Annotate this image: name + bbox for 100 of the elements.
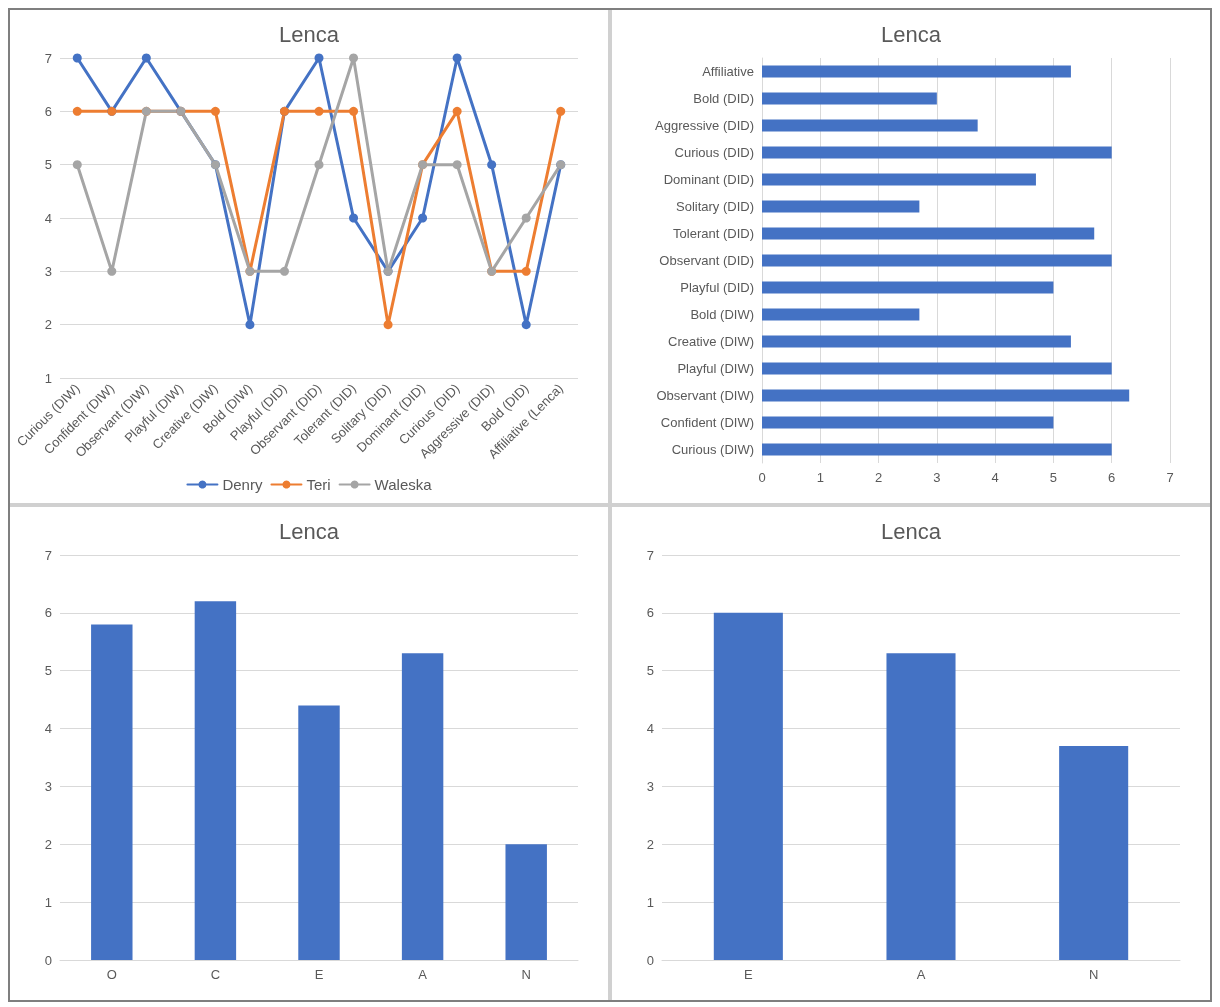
y-tick-label: Aggressive (DID): [655, 118, 754, 133]
y-tick-label: 2: [44, 836, 52, 852]
bar: [762, 200, 920, 213]
legend-label: Denry: [222, 476, 263, 493]
point: [72, 106, 82, 116]
y-tick-label: Curious (DID): [674, 145, 754, 160]
x-tick-label: 4: [991, 470, 999, 485]
point: [487, 160, 497, 170]
x-tick-label: O: [106, 967, 117, 982]
point: [279, 266, 289, 276]
point: [383, 320, 393, 330]
y-tick-label: 2: [646, 836, 654, 852]
chart-title: Lenca: [881, 518, 942, 544]
bar: [298, 705, 340, 960]
point: [349, 53, 359, 63]
bar: [762, 443, 1112, 456]
bar: [762, 281, 1054, 294]
bar: [762, 227, 1095, 240]
bar: [762, 362, 1112, 375]
bar: [886, 653, 956, 960]
point: [245, 320, 255, 330]
y-tick-label: 0: [646, 952, 654, 968]
y-tick-label: 5: [44, 157, 52, 173]
point: [521, 213, 531, 223]
point: [521, 320, 531, 330]
bar: [762, 335, 1071, 348]
x-tick-label: N: [1088, 967, 1099, 982]
y-tick-label: 4: [646, 721, 654, 737]
bar: [194, 601, 237, 960]
bar: [762, 254, 1112, 267]
bar: [762, 65, 1071, 78]
y-tick-label: 1: [44, 370, 52, 386]
y-tick-label: 6: [44, 103, 52, 119]
y-tick-label: 6: [44, 605, 52, 621]
y-tick-label: 7: [44, 50, 52, 66]
x-tick-label: 2: [874, 470, 883, 485]
y-tick-label: 3: [44, 778, 52, 794]
point: [349, 106, 359, 116]
y-tick-label: Playful (DID): [680, 280, 754, 295]
x-tick-label: 6: [1108, 470, 1116, 485]
point: [210, 106, 220, 116]
y-tick-label: 5: [646, 663, 654, 679]
point: [107, 266, 117, 276]
y-tick-label: 7: [646, 547, 654, 563]
chart-title: Lenca: [881, 21, 942, 47]
point: [314, 106, 324, 116]
point: [314, 160, 324, 170]
bar: [1059, 745, 1129, 960]
y-tick-label: 1: [646, 894, 654, 910]
y-tick-label: 5: [44, 663, 52, 679]
x-tick-label: C: [210, 967, 221, 982]
point: [556, 106, 566, 116]
point: [314, 53, 324, 63]
y-tick-label: Tolerant (DID): [673, 226, 754, 241]
x-tick-label: 3: [933, 470, 941, 485]
y-tick-label: 4: [44, 721, 52, 737]
legend-label: Waleska: [374, 476, 433, 493]
y-tick-label: Dominant (DID): [663, 172, 754, 187]
bar: [762, 308, 920, 321]
bar: [713, 612, 783, 960]
bar: [401, 653, 444, 960]
point: [72, 160, 82, 170]
y-tick-label: Playful (DIW): [677, 361, 754, 376]
bar: [505, 844, 547, 960]
x-tick-label: 1: [816, 470, 824, 485]
y-tick-label: 3: [646, 778, 654, 794]
y-tick-label: 4: [44, 210, 52, 226]
x-tick-label: 0: [758, 470, 766, 485]
y-tick-label: 6: [646, 605, 654, 621]
chart-title: Lenca: [279, 21, 340, 47]
x-tick-label: E: [314, 967, 324, 982]
bar: [762, 146, 1112, 159]
y-tick-label: 1: [44, 894, 52, 910]
x-tick-label: A: [418, 967, 428, 982]
y-tick-label: Solitary (DID): [675, 199, 754, 214]
x-tick-label: 5: [1049, 470, 1058, 485]
point: [452, 106, 462, 116]
x-tick-label: N: [521, 967, 531, 982]
bar: [762, 416, 1054, 429]
point: [452, 53, 462, 63]
bar: [762, 119, 978, 132]
point: [72, 53, 82, 63]
chart-title: Lenca: [279, 518, 340, 544]
y-tick-label: 3: [44, 263, 52, 279]
y-tick-label: Affiliative: [702, 64, 754, 79]
x-tick-label: E: [744, 967, 753, 982]
legend-label: Teri: [306, 476, 331, 493]
point: [418, 213, 428, 223]
y-tick-label: Bold (DIW): [690, 307, 754, 322]
point: [349, 213, 359, 223]
point: [521, 266, 531, 276]
bar: [762, 173, 1036, 186]
bar: [91, 624, 133, 960]
y-tick-label: Bold (DID): [693, 91, 754, 106]
bar: [762, 389, 1130, 402]
y-tick-label: 7: [44, 547, 52, 563]
point: [141, 53, 151, 63]
x-tick-label: A: [916, 967, 926, 982]
bar: [762, 92, 937, 105]
y-tick-label: Observant (DID): [659, 253, 754, 268]
